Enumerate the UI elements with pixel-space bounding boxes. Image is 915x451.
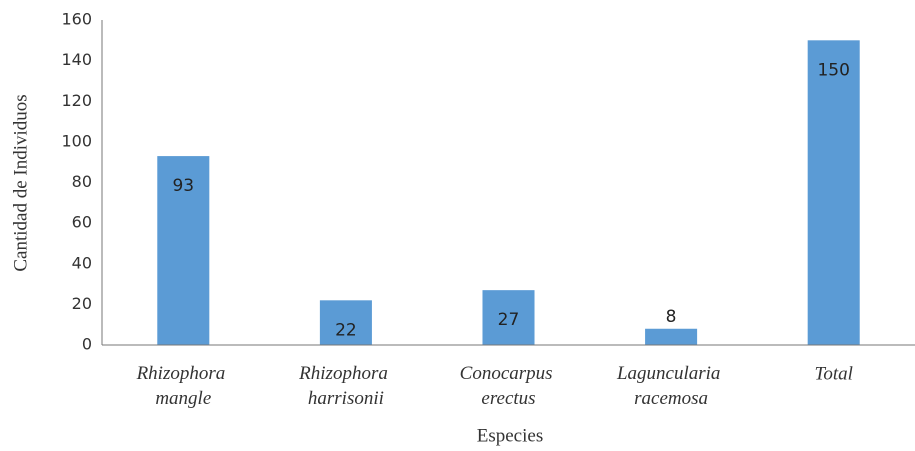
x-tick-label: Rhizophora mangle	[136, 363, 230, 409]
y-tick-label: 140	[61, 50, 92, 69]
value-label: 93	[172, 176, 194, 196]
x-axis-title: Especies	[477, 425, 543, 446]
value-label: 22	[335, 320, 357, 340]
bar	[319, 300, 372, 345]
x-tick-label: Laguncularia racemosa	[616, 363, 725, 409]
bar	[807, 40, 860, 345]
x-tick-label: Rhizophora harrisonii	[298, 363, 392, 409]
y-axis-title: Cantidad de Individuos	[10, 94, 31, 271]
value-label: 8	[666, 307, 677, 327]
x-tick-label: Total	[815, 363, 853, 384]
value-label: 27	[498, 310, 520, 330]
x-tick-label: Conocarpus erectus	[460, 363, 558, 409]
y-tick-label: 160	[61, 10, 92, 29]
bar	[157, 156, 210, 345]
bar	[482, 290, 535, 345]
y-tick-label: 40	[72, 253, 92, 272]
y-tick-label: 100	[61, 131, 92, 150]
y-tick-label: 20	[72, 294, 92, 313]
bar	[645, 328, 698, 345]
y-tick-label: 0	[82, 335, 92, 354]
y-tick-label: 60	[72, 213, 92, 232]
y-tick-label: 80	[72, 172, 92, 191]
value-label: 150	[817, 60, 849, 80]
y-tick-label: 120	[61, 91, 92, 110]
